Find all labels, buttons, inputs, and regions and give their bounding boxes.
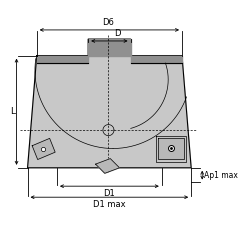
Text: Ap1 max: Ap1 max <box>204 171 238 180</box>
Polygon shape <box>131 56 182 63</box>
Polygon shape <box>32 138 55 160</box>
Polygon shape <box>96 159 120 173</box>
Text: D6: D6 <box>102 18 114 27</box>
Text: D: D <box>114 29 121 38</box>
Text: D1: D1 <box>103 189 115 198</box>
Text: D1 max: D1 max <box>93 200 126 209</box>
Text: L: L <box>10 107 15 116</box>
Polygon shape <box>158 138 184 159</box>
Polygon shape <box>37 56 88 63</box>
Polygon shape <box>88 39 131 56</box>
Polygon shape <box>28 39 191 168</box>
